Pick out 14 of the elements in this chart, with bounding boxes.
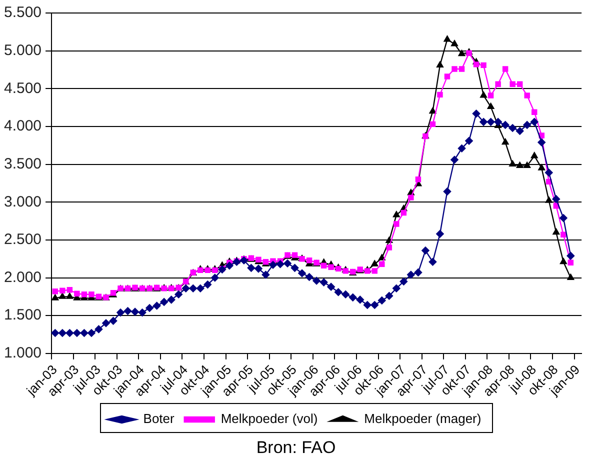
y-tick-label: 4.500 [4,80,42,97]
y-tick-label: 2.000 [4,268,42,286]
text: Bron: FAO [255,438,337,458]
y-tick-label: 3.000 [4,193,42,210]
y-tick-label: 2.500 [4,231,42,248]
y-tick-label: 5.500 [4,4,42,22]
legend-label: Boter [143,411,176,426]
legend-label: Melkpoeder (vol) [220,411,318,426]
y-tick-label: 3.500 [4,155,42,172]
legend-label: Melkpoeder (mager) [364,411,482,426]
y-tick-label: 4.000 [4,118,42,135]
y-tick-label: 1.000 [4,344,42,362]
y-tick-label: 1.500 [4,306,42,324]
y-tick-label: 5.000 [4,42,42,59]
